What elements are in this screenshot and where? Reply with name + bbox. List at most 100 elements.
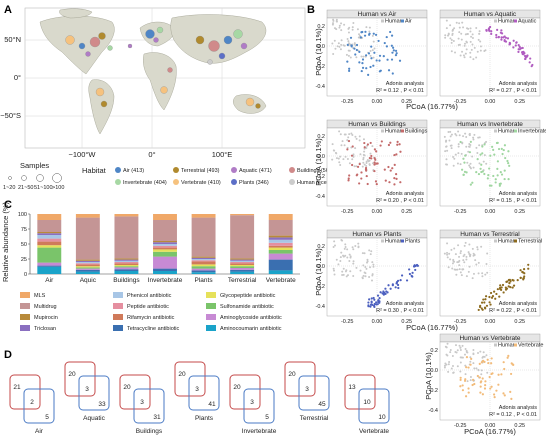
pcoa-ylabel-4: PCoA (10.1%): [424, 352, 433, 400]
habitat-point: [463, 161, 466, 164]
human-point: [338, 26, 341, 29]
habitat-point: [481, 393, 484, 396]
bar-segment: [230, 265, 255, 267]
habitat-point: [375, 301, 378, 304]
bar-segment: [37, 262, 62, 266]
human-point: [466, 380, 469, 383]
habitat-point: [348, 174, 351, 177]
habitat-point: [398, 59, 402, 62]
adonis-title: Adonis analysis: [386, 81, 424, 87]
human-point: [464, 132, 467, 135]
human-point: [459, 163, 462, 166]
human-point: [458, 134, 461, 137]
habitat-point: [393, 163, 396, 166]
habitat-point: [373, 169, 376, 173]
human-point: [477, 272, 480, 275]
habitat-title: Habitat: [82, 166, 107, 175]
human-point: [342, 158, 345, 161]
size-marker-2: [21, 175, 27, 181]
pcoa-xtick: 0.25: [514, 99, 525, 105]
habitat-point: [523, 54, 527, 58]
human-point: [347, 54, 350, 57]
human-point: [347, 40, 350, 43]
pcoa-ytick: -0.2: [316, 64, 325, 70]
habitat-point: [478, 362, 481, 366]
habitat-point: [375, 183, 378, 186]
habitat-point: [498, 182, 501, 186]
habitat-point: [359, 36, 363, 39]
venn-shared-count: 3: [140, 399, 144, 406]
human-point: [478, 32, 481, 35]
human-point: [465, 255, 468, 258]
habitat-point: [370, 57, 373, 60]
habitat-point: [396, 283, 400, 287]
habitat-point: [364, 166, 368, 170]
human-point: [450, 50, 453, 53]
habitat-point: [485, 29, 488, 32]
habitat-point: [500, 32, 504, 35]
human-point: [462, 54, 465, 57]
habitat-point: [361, 66, 365, 69]
human-point: [477, 368, 480, 371]
habitat-point: [354, 53, 357, 56]
habitat-point: [507, 150, 510, 153]
habitat-point: [360, 177, 363, 180]
habitat-point: [506, 37, 510, 40]
habitat-point: [483, 387, 487, 390]
habitat-point: [497, 36, 500, 39]
human-point: [473, 367, 476, 370]
habitat-point: [512, 39, 515, 42]
human-point: [366, 260, 369, 263]
habitat-point: [515, 41, 518, 44]
habitat-point: [368, 298, 371, 301]
habitat-legend-swatch: [514, 239, 517, 243]
pcoa-xlabel-3: PCoA (16.77%): [406, 323, 458, 332]
habitat-point: [484, 307, 487, 310]
human-point: [335, 19, 338, 22]
human-point: [481, 275, 484, 278]
human-point: [355, 165, 358, 168]
habitat-point: [502, 361, 505, 364]
human-point: [346, 158, 349, 161]
venn-left-count: 20: [178, 371, 186, 378]
habitat-point: [527, 267, 530, 270]
human-point: [443, 252, 446, 255]
human-point: [331, 23, 334, 26]
habitat-legend-label: Aquatic: [518, 19, 537, 25]
bar-segment: [114, 269, 139, 271]
human-point: [485, 140, 488, 143]
habitat-point: [396, 140, 399, 143]
habitat-legend: Air (413) Terrestrial (493) Aquatic (471) B…: [115, 167, 344, 186]
size-marker-1: [8, 176, 12, 180]
human-point: [348, 260, 351, 263]
habitat-point: [510, 397, 513, 400]
bar-segment: [153, 256, 177, 269]
human-point: [459, 348, 462, 351]
human-point: [462, 255, 465, 258]
human-point: [364, 265, 367, 268]
human-point: [453, 27, 456, 30]
human-point: [456, 268, 459, 271]
human-point: [360, 55, 363, 58]
habitat-point: [500, 36, 503, 39]
human-point: [482, 160, 485, 163]
habitat-point: [485, 304, 489, 307]
human-point: [462, 135, 465, 138]
bar-legend-swatch: [206, 314, 216, 320]
habitat-point: [481, 152, 484, 155]
human-legend-swatch: [494, 129, 497, 133]
human-point: [485, 263, 488, 266]
bar-segment: [191, 268, 216, 271]
lat-label-50n: 50°N: [4, 35, 21, 44]
habitat-point: [462, 173, 465, 176]
human-point: [458, 264, 461, 267]
habitat-legend-label: Terrestrial: [518, 239, 542, 245]
habitat-point: [364, 54, 368, 57]
pcoa-xtick: 0.25: [401, 209, 412, 215]
human-point: [469, 56, 472, 59]
human-point: [450, 144, 453, 147]
habitat-point: [482, 359, 485, 362]
human-point: [364, 272, 367, 275]
human-point: [479, 49, 482, 52]
